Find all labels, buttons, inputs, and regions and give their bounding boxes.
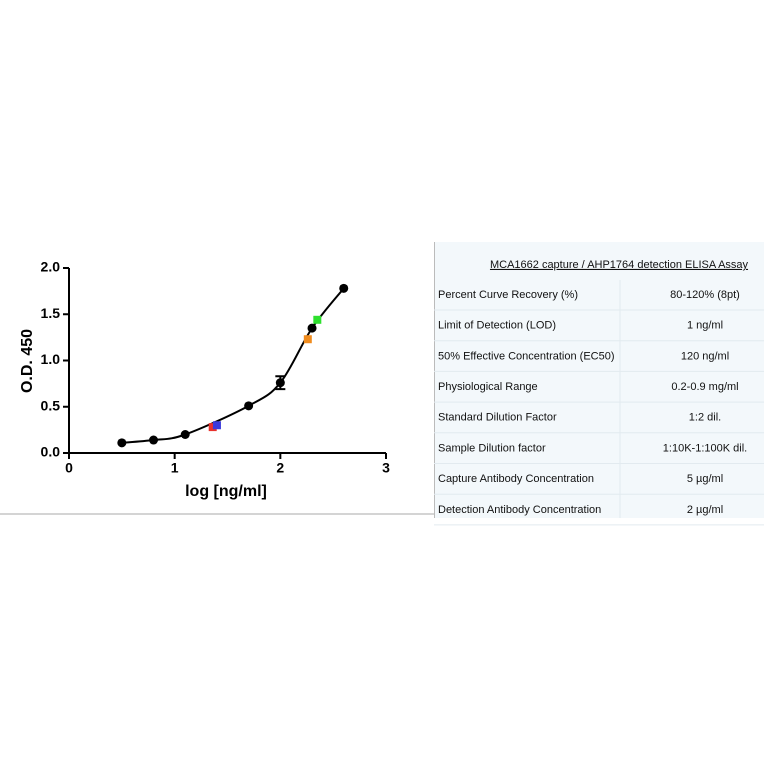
point xyxy=(303,335,312,344)
y-tick-label: 1.5 xyxy=(41,305,61,321)
row-value: 1:2 dil. xyxy=(689,412,721,424)
point xyxy=(117,438,127,448)
point xyxy=(339,283,349,293)
point xyxy=(275,378,285,388)
x-axis-title: log [ng/ml] xyxy=(185,483,267,500)
fit-curve xyxy=(121,287,345,444)
point xyxy=(244,401,254,411)
point xyxy=(313,315,322,324)
row-label: Limit of Detection (LOD) xyxy=(438,320,556,332)
row-label: Standard Dilution Factor xyxy=(438,412,557,424)
row-label: Physiological Range xyxy=(438,381,538,393)
row-value: 1 ng/ml xyxy=(687,320,723,332)
row-value: 120 ng/ml xyxy=(681,350,729,362)
row-label: Capture Antibody Concentration xyxy=(438,473,594,485)
row-label: Percent Curve Recovery (%) xyxy=(438,289,578,301)
point xyxy=(212,421,221,430)
point xyxy=(149,435,159,445)
point xyxy=(307,323,317,333)
y-tick-label: 2.0 xyxy=(41,259,61,275)
x-tick-label: 0 xyxy=(65,460,73,476)
y-axis-title: O.D. 450 xyxy=(19,329,36,393)
y-tick-label: 1.0 xyxy=(41,351,61,367)
row-value: 0.2-0.9 mg/ml xyxy=(671,381,738,393)
point xyxy=(180,430,190,439)
row-label: Detection Antibody Concentration xyxy=(438,504,601,516)
y-tick-label: 0.5 xyxy=(41,397,61,413)
point xyxy=(208,423,217,432)
x-tick-label: 3 xyxy=(382,460,390,476)
x-tick-label: 2 xyxy=(276,460,284,476)
y-tick-label: 0.0 xyxy=(41,444,61,460)
row-value: 1:10K-1:100K dil. xyxy=(663,442,747,454)
table-panel xyxy=(434,242,764,518)
x-tick-label: 1 xyxy=(171,460,179,476)
row-label: 50% Effective Concentration (EC50) xyxy=(438,350,615,362)
row-value: 5 µg/ml xyxy=(687,473,723,485)
row-label: Sample Dilution factor xyxy=(438,442,546,454)
row-value: 80-120% (8pt) xyxy=(670,289,740,301)
row-value: 2 µg/ml xyxy=(687,504,723,516)
table-title: MCA1662 capture / AHP1764 detection ELIS… xyxy=(490,259,749,271)
